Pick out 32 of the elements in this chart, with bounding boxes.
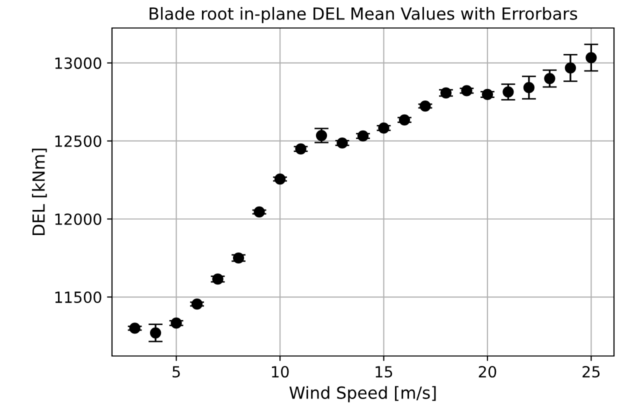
y-tick-label: 12000 xyxy=(55,213,102,226)
point xyxy=(502,86,514,98)
point xyxy=(378,122,390,134)
point xyxy=(191,298,203,310)
chart-title: Blade root in-plane DEL Mean Values with Errorbars xyxy=(150,7,578,24)
y-axis-title: DEL [kNm] xyxy=(32,148,47,236)
x-tick-label: 25 xyxy=(582,366,600,378)
y-tick-label: 12500 xyxy=(55,135,102,147)
point xyxy=(274,173,286,185)
point xyxy=(150,327,162,338)
x-tick-label: 5 xyxy=(172,366,180,378)
point xyxy=(544,73,556,84)
point xyxy=(357,130,369,142)
point xyxy=(586,52,597,64)
point xyxy=(398,114,410,126)
point xyxy=(461,85,472,96)
point xyxy=(420,100,431,112)
point xyxy=(482,88,494,100)
point xyxy=(336,137,348,149)
point xyxy=(254,206,265,218)
point xyxy=(129,322,140,334)
x-tick-label: 10 xyxy=(272,366,289,378)
point xyxy=(295,143,306,154)
x-tick-label: 15 xyxy=(376,366,392,378)
y-tick-label: 11500 xyxy=(55,291,102,304)
y-tick-label: 13000 xyxy=(55,57,102,69)
point xyxy=(523,82,535,94)
point xyxy=(440,87,452,98)
x-tick-label: 20 xyxy=(478,366,496,378)
point xyxy=(564,62,576,74)
x-axis-title: Wind Speed [m/s] xyxy=(289,386,436,402)
point xyxy=(170,318,182,329)
